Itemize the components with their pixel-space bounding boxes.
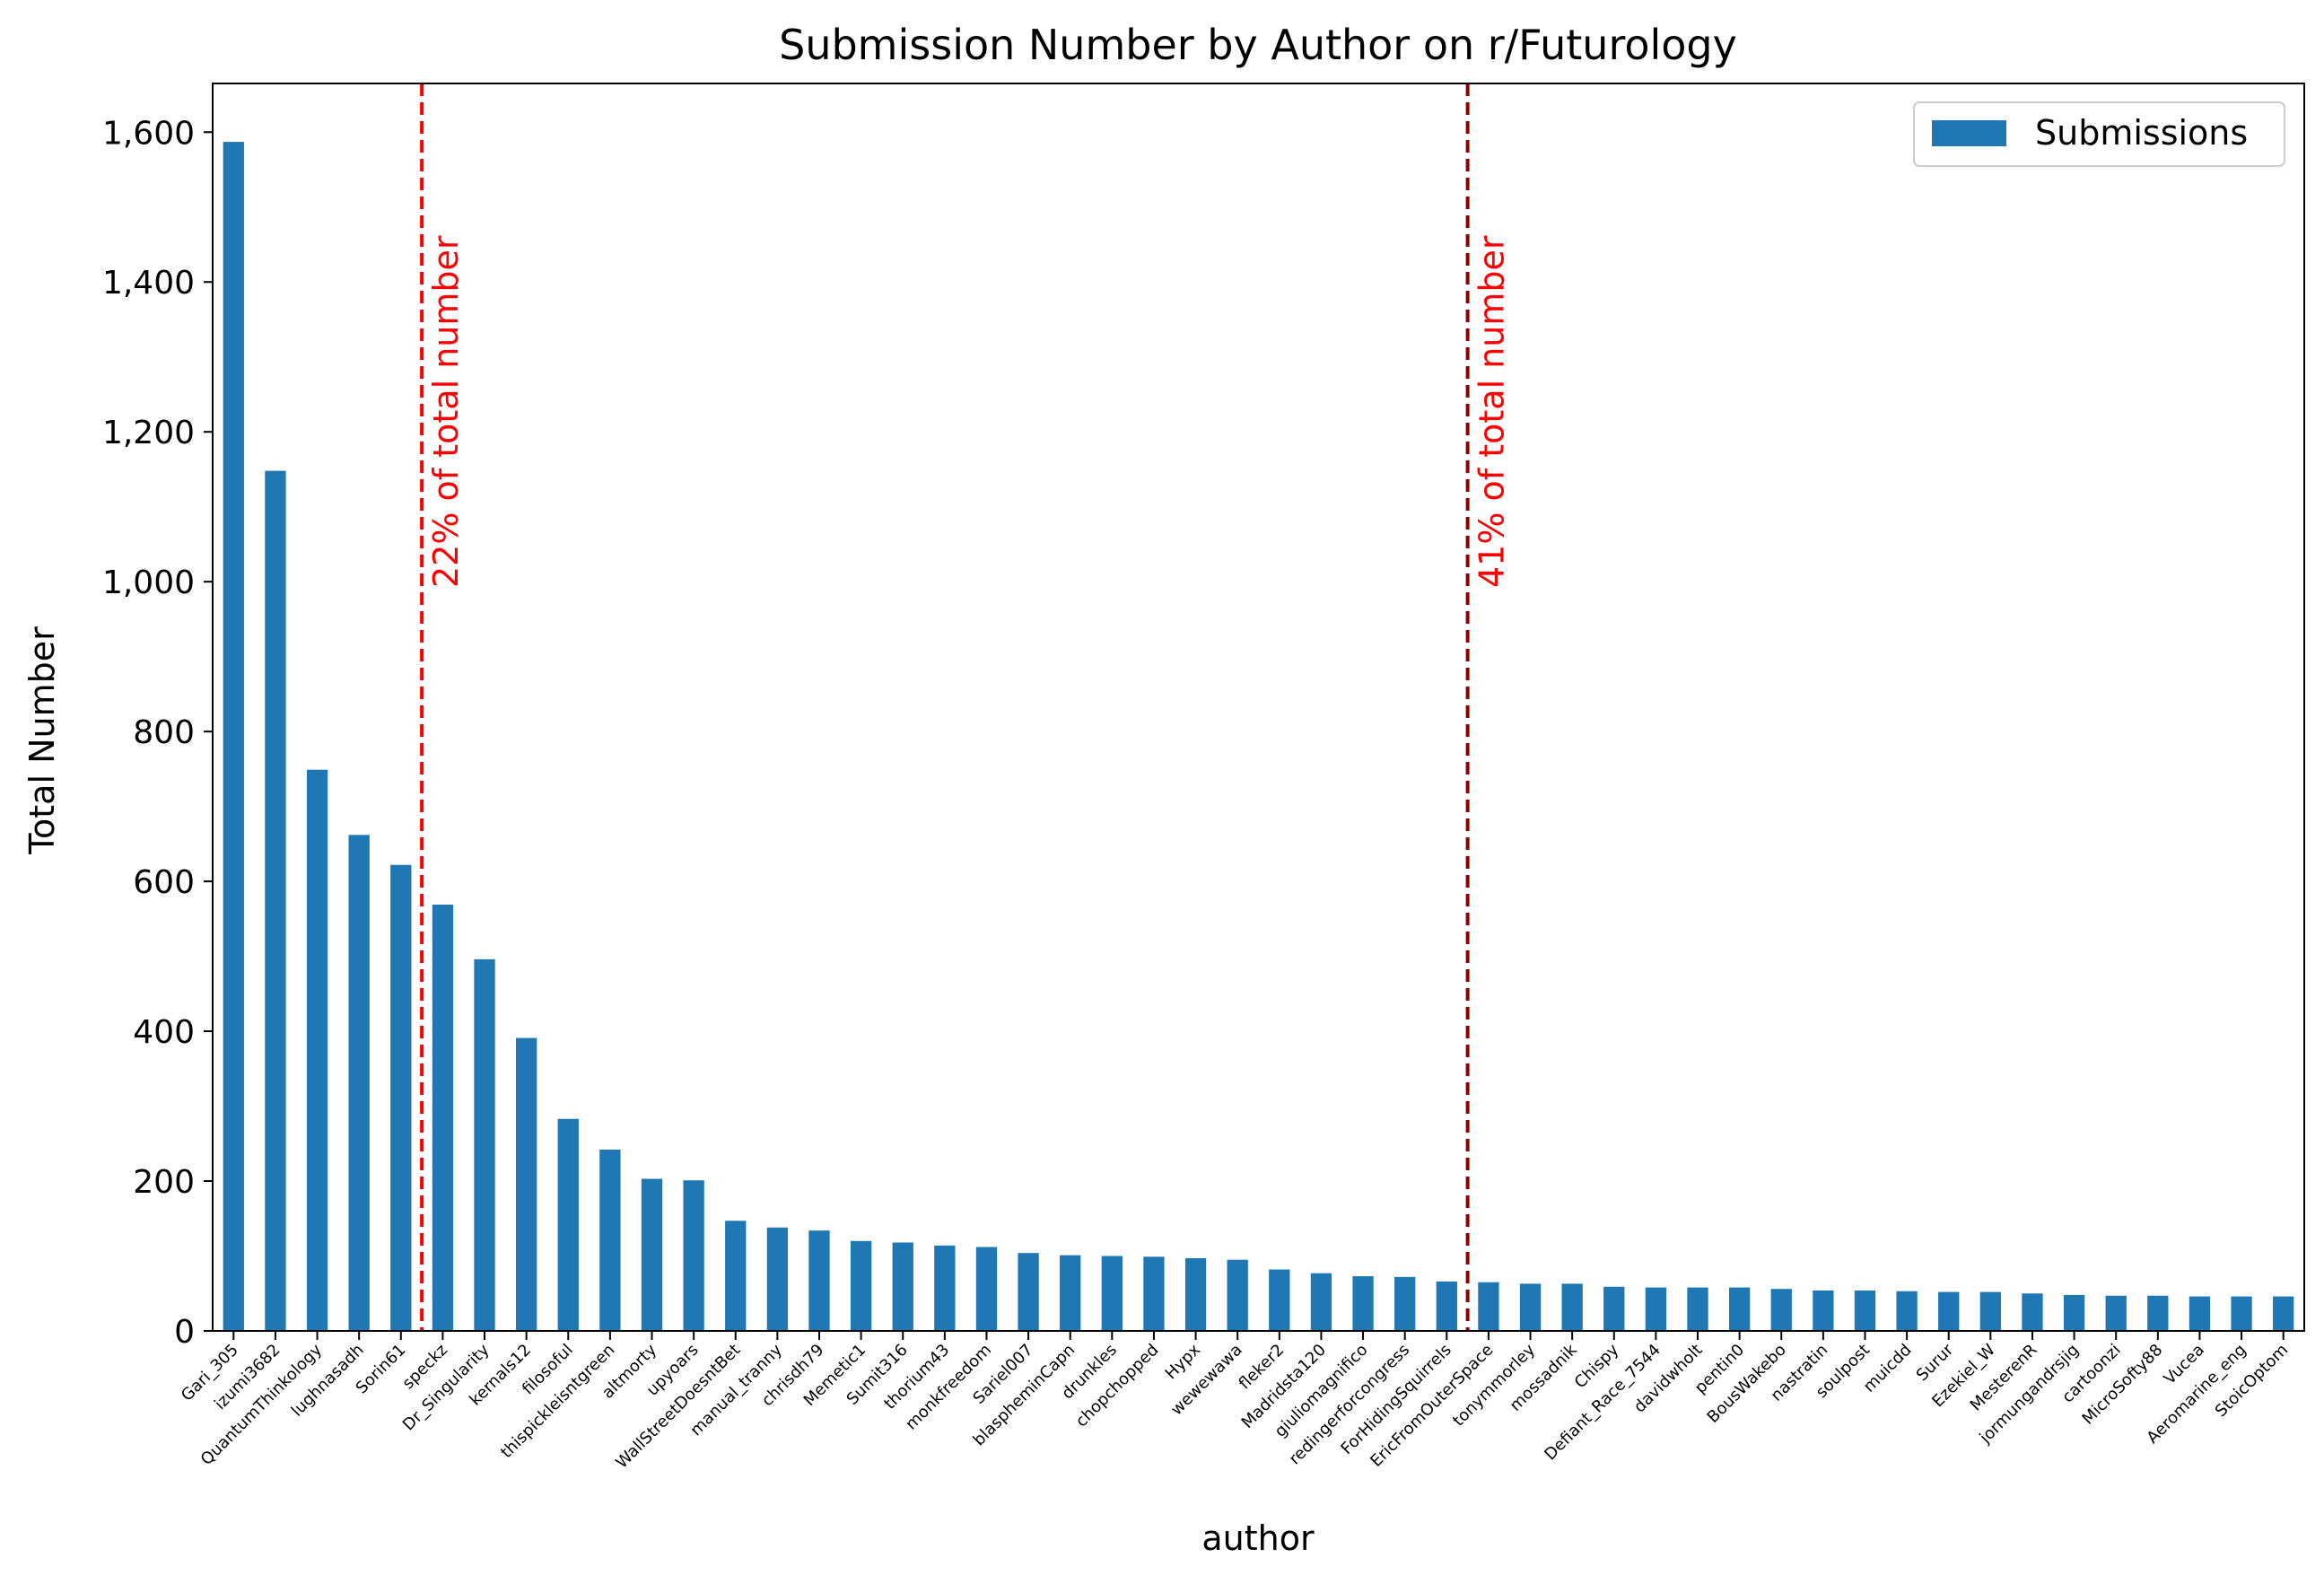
y-tick-label-1400: 1,400	[102, 265, 195, 302]
annotation-label-2: 41% of total number	[1472, 235, 1512, 588]
bar-QuantumThinkology	[306, 769, 328, 1331]
bar-EricFromOuterSpace	[1478, 1282, 1499, 1331]
y-tick-label-0: 0	[174, 1314, 195, 1351]
bar-StoicOptom	[2273, 1296, 2294, 1331]
x-axis-label: author	[1201, 1518, 1315, 1558]
bar-wewewawa	[1227, 1259, 1248, 1331]
bar-monkfreedom	[975, 1247, 998, 1331]
bar-mossadnik	[1561, 1283, 1583, 1331]
bar-altmorty	[641, 1178, 663, 1331]
y-tick-label-200: 200	[133, 1164, 195, 1201]
bar-Ezekiel_W	[1979, 1291, 2002, 1331]
plot-frame	[212, 83, 2305, 1332]
bar-WallStreetDoesntBet	[725, 1221, 747, 1331]
y-axis-label: Total Number	[22, 626, 62, 855]
bar-Defiant_Race_7544	[1645, 1287, 1667, 1331]
bar-soulpost	[1854, 1290, 1876, 1331]
bar-Gari_305	[223, 142, 244, 1332]
bar-MicroSofty88	[2147, 1295, 2169, 1331]
bar-Sumit316	[892, 1242, 913, 1331]
bar-jormungandrsjig	[2063, 1294, 2085, 1331]
bar-drunkles	[1101, 1256, 1123, 1331]
y-tick-label-400: 400	[133, 1014, 195, 1051]
bar-Sorin61	[390, 864, 412, 1331]
y-tick-label-1000: 1,000	[102, 564, 195, 601]
bar-MesterenR	[2022, 1293, 2043, 1331]
bar-Dr_Singularity	[474, 958, 495, 1331]
bar-upyoars	[683, 1180, 704, 1331]
legend: Submissions	[1913, 101, 2285, 167]
bar-cartoonzi	[2105, 1295, 2127, 1331]
bar-chrisdh79	[808, 1230, 830, 1331]
bar-ForHidingSquirrels	[1436, 1281, 1457, 1331]
bar-lughnasadh	[348, 835, 370, 1331]
bar-chopchopped	[1143, 1256, 1165, 1331]
y-tick-label-1200: 1,200	[102, 415, 195, 451]
bar-speckz	[432, 904, 454, 1331]
bar-Memetic1	[850, 1240, 872, 1331]
bar-kernals12	[515, 1037, 537, 1331]
bar-thorium43	[934, 1245, 956, 1331]
legend-swatch	[1932, 120, 2006, 146]
bar-Vucea	[2189, 1296, 2211, 1331]
legend-frame	[1913, 101, 2285, 167]
legend-label: Submissions	[2035, 113, 2248, 153]
bar-nastratin	[1813, 1290, 1834, 1331]
annotation-label-1: 22% of total number	[426, 235, 466, 588]
bar-muicdd	[1896, 1291, 1918, 1331]
bar-blasphеminCapn	[1060, 1255, 1081, 1331]
bars-group	[223, 142, 2294, 1332]
bar-Madridsta120	[1310, 1273, 1332, 1331]
bar-fleker2	[1269, 1269, 1290, 1331]
bar-izumi3682	[265, 470, 286, 1331]
bar-davidwholt	[1687, 1287, 1708, 1331]
annotation-lines: 22% of total number 41% of total number	[420, 83, 1512, 1331]
bar-manual_tranny	[766, 1227, 789, 1331]
bar-Hypx	[1184, 1258, 1207, 1331]
bar-giuliomagnifico	[1352, 1276, 1374, 1331]
bar-BousWakebo	[1770, 1289, 1792, 1331]
y-tick-label-600: 600	[133, 864, 195, 901]
bar-filosoful	[557, 1118, 579, 1331]
bar-Surur	[1938, 1291, 1960, 1331]
bar-Sariel007	[1018, 1253, 1039, 1331]
y-tick-label-800: 800	[133, 714, 195, 751]
bar-redingerforcongress	[1394, 1276, 1416, 1331]
bar-Chispy	[1603, 1286, 1625, 1331]
y-tick-label-1600: 1,600	[102, 115, 195, 152]
bar-tonymmorley	[1519, 1283, 1542, 1331]
bar-Aeromarine_eng	[2231, 1296, 2252, 1331]
chart-title: Submission Number by Author on r/Futurol…	[779, 21, 1737, 69]
bar-pentin0	[1728, 1287, 1751, 1331]
bar-thispickleisntgreen	[599, 1149, 621, 1331]
